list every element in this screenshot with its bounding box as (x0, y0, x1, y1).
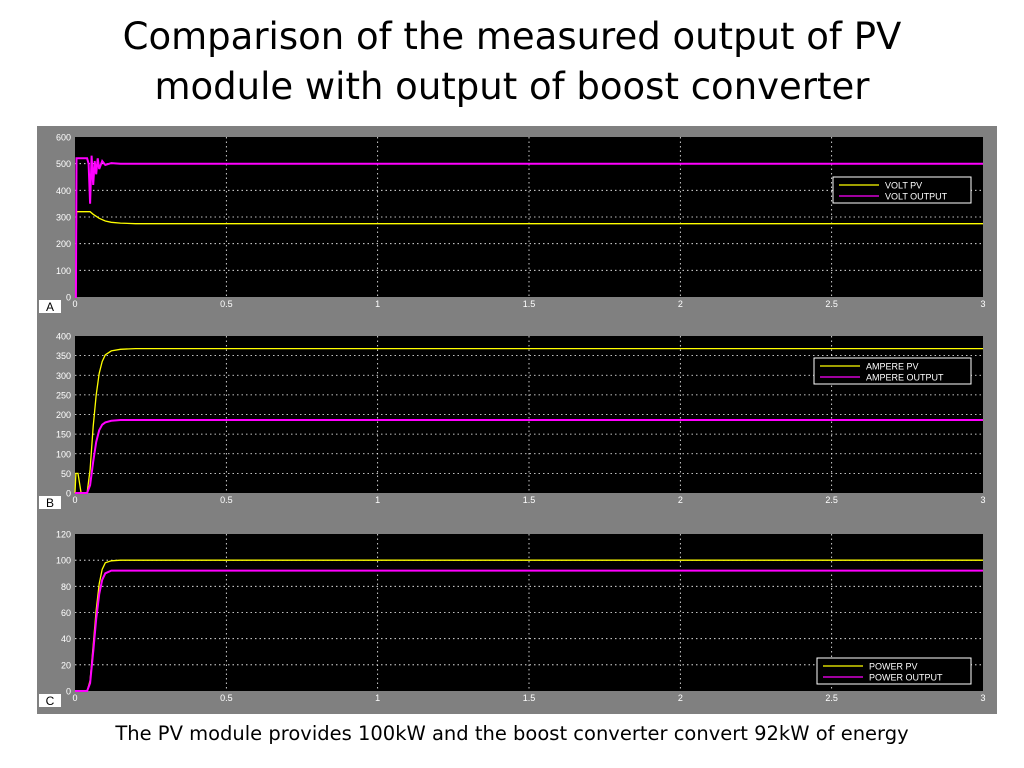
x-tick-label: 2.5 (825, 495, 838, 505)
x-tick-label: 1 (375, 693, 380, 703)
panel-label-box (39, 496, 61, 509)
y-tick-label: 250 (56, 390, 71, 400)
slide-title-line-2: module with output of boost converter (154, 65, 870, 108)
x-tick-label: 2.5 (825, 299, 838, 309)
plot-figure: 0 100 200 300 400 500 600 0 0.5 1 1.5 2 2.5 3 A VOLT PV… (37, 126, 997, 714)
panel-label: C (46, 694, 55, 708)
y-tick-label: 20 (61, 660, 71, 670)
y-tick-label: 100 (56, 266, 71, 276)
x-tick-label: 1 (375, 299, 380, 309)
panel-label: B (46, 496, 54, 510)
x-tick-label: 1.5 (523, 495, 536, 505)
x-tick-label: 2 (678, 495, 683, 505)
series-line-ampere-pv (74, 347, 983, 494)
y-tick-label: 300 (56, 213, 71, 223)
legend-entry: VOLT OUTPUT (885, 192, 948, 202)
y-tick-label: 100 (56, 556, 71, 566)
slide-caption: The PV module provides 100kW and the boo… (115, 722, 909, 745)
panel-label-box (39, 694, 61, 707)
legend-entry: POWER PV (869, 662, 918, 672)
series-line-power-output (75, 569, 983, 692)
y-tick-label: 200 (56, 239, 71, 249)
legend-entry: AMPERE PV (866, 362, 919, 372)
y-tick-label: 150 (56, 430, 71, 440)
y-tick-label: 80 (61, 582, 71, 592)
x-tick-label: 0 (72, 299, 77, 309)
series-line-volt-output (74, 155, 983, 298)
y-tick-label: 60 (61, 608, 71, 618)
legend-entry: AMPERE OUTPUT (866, 373, 944, 383)
x-tick-label: 3 (980, 693, 985, 703)
x-tick-label: 0.5 (220, 693, 233, 703)
y-tick-label: 350 (56, 351, 71, 361)
x-tick-label: 1.5 (523, 299, 536, 309)
legend-box (832, 176, 972, 204)
x-tick-label: 0 (72, 495, 77, 505)
slide-title: Comparison of the measured output of PV … (0, 12, 1024, 112)
y-tick-label: 0 (66, 293, 71, 303)
y-tick-label: 40 (61, 634, 71, 644)
y-tick-label: 200 (56, 410, 71, 420)
y-tick-label: 500 (56, 159, 71, 169)
y-tick-label: 120 (56, 530, 71, 540)
plot-panel-b: 0 50 100 150 200 250 300 350 400 0 0.5 1 1.5 2 2.5 3 B AM… (39, 332, 986, 510)
x-tick-label: 1 (375, 495, 380, 505)
x-tick-label: 2 (678, 693, 683, 703)
x-tick-label: 2 (678, 299, 683, 309)
y-tick-label: 0 (66, 687, 71, 697)
y-tick-label: 100 (56, 449, 71, 459)
legend-entry: POWER OUTPUT (869, 673, 943, 683)
y-tick-label: 400 (56, 332, 71, 342)
x-tick-label: 3 (980, 495, 985, 505)
y-tick-label: 50 (61, 469, 71, 479)
y-tick-label: 300 (56, 371, 71, 381)
slide-title-line-1: Comparison of the measured output of PV (122, 15, 902, 58)
legend-box (816, 657, 972, 685)
plot-panel-c: 0 20 40 60 80 100 120 0 0.5 1 1.5 2 2.5 3 C POWER PVPOW… (39, 530, 986, 708)
series-line-ampere-output (75, 419, 983, 494)
y-tick-label: 400 (56, 186, 71, 196)
plot-panel-a: 0 100 200 300 400 500 600 0 0.5 1 1.5 2 2.5 3 A VOLT PV… (39, 133, 986, 314)
legend-box (813, 357, 972, 385)
x-tick-label: 3 (980, 299, 985, 309)
panel-label: A (46, 300, 54, 314)
legend-entry: VOLT PV (885, 181, 922, 191)
y-tick-label: 600 (56, 133, 71, 143)
x-tick-label: 0.5 (220, 495, 233, 505)
x-tick-label: 0.5 (220, 299, 233, 309)
panel-label-box (39, 300, 61, 313)
y-tick-label: 0 (66, 489, 71, 499)
x-tick-label: 2.5 (825, 693, 838, 703)
x-tick-label: 0 (72, 693, 77, 703)
x-tick-label: 1.5 (523, 693, 536, 703)
